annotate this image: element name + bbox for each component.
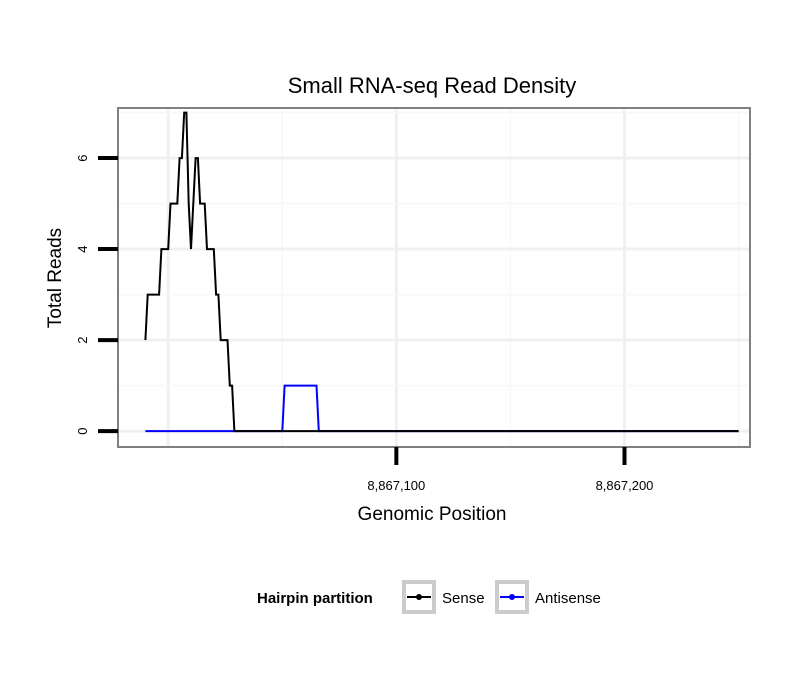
legend-title: Hairpin partition — [257, 590, 373, 607]
legend-entries: Sense Antisense — [402, 580, 601, 614]
plot-border — [117, 107, 751, 448]
series-layer — [144, 111, 739, 433]
legend-key-marker — [509, 594, 515, 600]
y-tick-label: 0 — [75, 427, 90, 434]
x-tick-label: 8,867,100 — [367, 478, 425, 493]
x-axis: 8,867,100 8,867,200 — [367, 447, 653, 493]
legend-label-sense: Sense — [442, 590, 485, 607]
y-tick-label: 4 — [75, 245, 90, 252]
legend-key-marker — [416, 594, 422, 600]
y-tick-label: 6 — [75, 154, 90, 161]
y-tick-label: 2 — [75, 336, 90, 343]
series-line-sense — [144, 111, 739, 433]
x-axis-title: Genomic Position — [358, 504, 507, 525]
x-tick-label: 8,867,200 — [596, 478, 654, 493]
chart-title: Small RNA-seq Read Density — [288, 73, 577, 98]
plot-panel — [118, 108, 750, 447]
y-axis: 0 2 4 6 — [75, 154, 118, 435]
legend-label-antisense: Antisense — [535, 590, 601, 607]
legend: Hairpin partition Sense Antisense — [257, 580, 601, 614]
y-axis-title: Total Reads — [45, 228, 66, 328]
